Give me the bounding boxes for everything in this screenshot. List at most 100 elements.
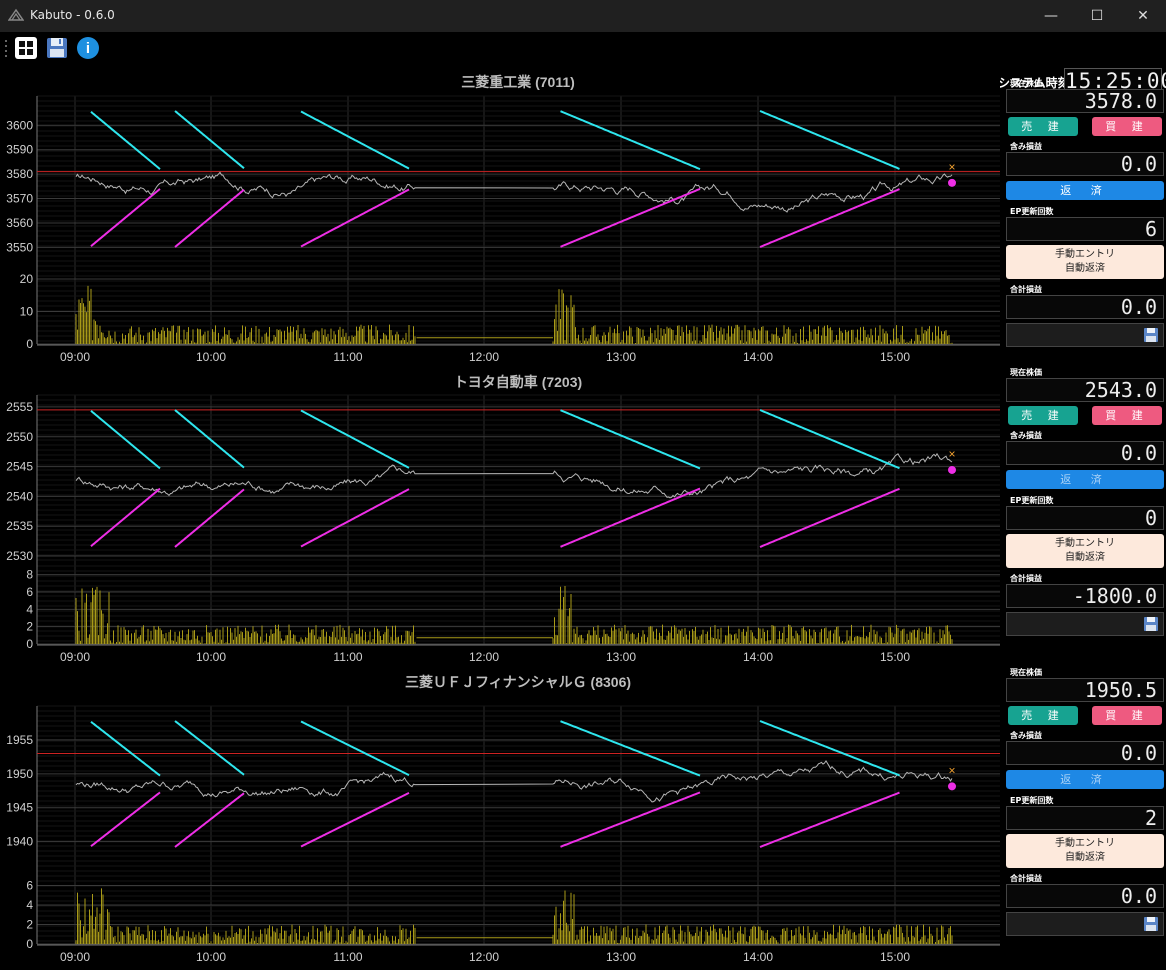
price-tick-label: 2550	[6, 430, 33, 444]
trading-side-panel: 現在株価 1950.5 売 建 買 建 含み損益 0.0 返 済 EP更新回数 …	[1002, 664, 1166, 940]
manual-entry-button[interactable]: 手動エントリ 自動返済	[1006, 245, 1164, 279]
time-tick-label: 11:00	[333, 650, 362, 664]
time-tick-label: 13:00	[606, 350, 636, 364]
total-pl-label: 合計損益	[1010, 285, 1042, 294]
ep-update-count-label: EP更新回数	[1010, 207, 1054, 216]
ep-update-count-label: EP更新回数	[1010, 796, 1054, 805]
buy-open-button[interactable]: 買 建	[1092, 406, 1162, 425]
repay-button[interactable]: 返 済	[1006, 181, 1164, 200]
volume-bars	[75, 586, 953, 644]
lower-band-line	[174, 792, 245, 848]
current-price-label: 現在株価	[1010, 668, 1042, 677]
price-tick-label: 1945	[6, 801, 33, 815]
volume-tick-label: 0	[26, 937, 33, 951]
upper-band-line	[560, 720, 701, 777]
volume-tick-label: 6	[26, 879, 33, 893]
repay-button[interactable]: 返 済	[1006, 470, 1164, 489]
price-tick-label: 2540	[6, 489, 33, 503]
save-icon[interactable]	[1143, 616, 1159, 632]
sell-open-button[interactable]: 売 建	[1008, 117, 1078, 136]
chart-title: トヨタ自動車 (7203)	[454, 374, 582, 390]
price-tick-label: 2530	[6, 549, 33, 563]
lower-band-line	[560, 187, 701, 248]
repay-button[interactable]: 返 済	[1006, 770, 1164, 789]
time-tick-label: 13:00	[606, 650, 636, 664]
time-tick-label: 12:00	[469, 950, 499, 964]
ep-update-count-display: 6	[1006, 217, 1164, 241]
maximize-button[interactable]: ☐	[1090, 8, 1104, 24]
upper-band-line	[759, 110, 900, 170]
time-tick-label: 14:00	[743, 650, 773, 664]
time-tick-label: 13:00	[606, 950, 636, 964]
current-price-label: 現在株価	[1010, 368, 1042, 377]
lower-band-line	[174, 188, 245, 248]
unrealized-pl-label: 含み損益	[1010, 731, 1042, 740]
save-icon[interactable]	[45, 36, 69, 60]
grid-icon[interactable]	[14, 36, 38, 60]
entry-marker-icon: ×	[948, 763, 955, 777]
lower-band-line	[560, 487, 701, 548]
upper-band-line	[174, 409, 245, 469]
price-tick-label: 3590	[6, 143, 33, 157]
price-tick-label: 3560	[6, 216, 33, 230]
current-marker	[948, 465, 956, 474]
manual-entry-button[interactable]: 手動エントリ 自動返済	[1006, 834, 1164, 868]
upper-band-line	[90, 410, 161, 470]
chart-title: 三菱重工業 (7011)	[461, 74, 575, 90]
unrealized-pl-display: 0.0	[1006, 441, 1164, 465]
price-tick-label: 1950	[6, 767, 33, 781]
lower-band-line	[90, 188, 161, 247]
unrealized-pl-display: 0.0	[1006, 152, 1164, 176]
manual-entry-line2: 自動返済	[1065, 552, 1105, 563]
upper-band-line	[560, 409, 701, 470]
current-price-display: 2543.0	[1006, 378, 1164, 402]
charts-canvas: 三菱重工業 (7011)3600359035803570356035502010…	[6, 74, 1000, 964]
total-pl-display: 0.0	[1006, 295, 1164, 319]
time-tick-label: 12:00	[469, 350, 499, 364]
save-icon[interactable]	[1143, 916, 1159, 932]
volume-tick-label: 6	[26, 585, 33, 599]
manual-entry-line2: 自動返済	[1065, 852, 1105, 863]
save-icon[interactable]	[1143, 327, 1159, 343]
current-marker	[948, 178, 956, 187]
upper-band-line	[90, 111, 161, 170]
upper-band-line	[174, 720, 245, 776]
time-tick-label: 10:00	[196, 350, 226, 364]
upper-band-line	[300, 720, 410, 777]
time-tick-label: 15:00	[880, 350, 910, 364]
total-pl-label: 合計損益	[1010, 874, 1042, 883]
minimize-button[interactable]: —	[1044, 8, 1058, 24]
title-bar: Kabuto - 0.6.0 — ☐ ✕	[0, 0, 1166, 32]
volume-bars	[75, 888, 953, 944]
manual-entry-line1: 手動エントリ	[1055, 249, 1115, 260]
upper-band-line	[300, 409, 410, 469]
info-icon[interactable]: i	[76, 36, 100, 60]
unrealized-pl-display: 0.0	[1006, 741, 1164, 765]
unrealized-pl-label: 含み損益	[1010, 431, 1042, 440]
lower-band-line	[90, 487, 161, 547]
volume-tick-label: 4	[26, 602, 33, 616]
current-price-display: 3578.0	[1006, 89, 1164, 113]
ep-update-count-display: 0	[1006, 506, 1164, 530]
sell-open-button[interactable]: 売 建	[1008, 706, 1078, 725]
buy-open-button[interactable]: 買 建	[1092, 117, 1162, 136]
time-tick-label: 09:00	[60, 950, 90, 964]
chart-area: 三菱重工業 (7011) 3600 3590 3580 3570 3560 3550 20 10…	[0, 64, 1000, 966]
manual-entry-button[interactable]: 手動エントリ 自動返済	[1006, 534, 1164, 568]
close-window-button[interactable]: ✕	[1137, 8, 1149, 24]
volume-bars	[75, 285, 953, 344]
current-price-display: 1950.5	[1006, 678, 1164, 702]
time-tick-label: 10:00	[196, 950, 226, 964]
volume-tick-label: 8	[26, 568, 33, 582]
lower-band-line	[759, 188, 900, 248]
volume-tick-label: 4	[26, 898, 33, 912]
time-tick-label: 09:00	[60, 650, 90, 664]
time-tick-label: 14:00	[743, 350, 773, 364]
price-tick-label: 2545	[6, 460, 33, 474]
price-line	[75, 452, 953, 499]
sell-open-button[interactable]: 売 建	[1008, 406, 1078, 425]
trading-side-panel: 現在株価 3578.0 売 建 買 建 含み損益 0.0 返 済 EP更新回数 …	[1002, 75, 1166, 351]
upper-band-line	[759, 409, 900, 470]
buy-open-button[interactable]: 買 建	[1092, 706, 1162, 725]
volume-tick-label: 10	[20, 305, 34, 319]
